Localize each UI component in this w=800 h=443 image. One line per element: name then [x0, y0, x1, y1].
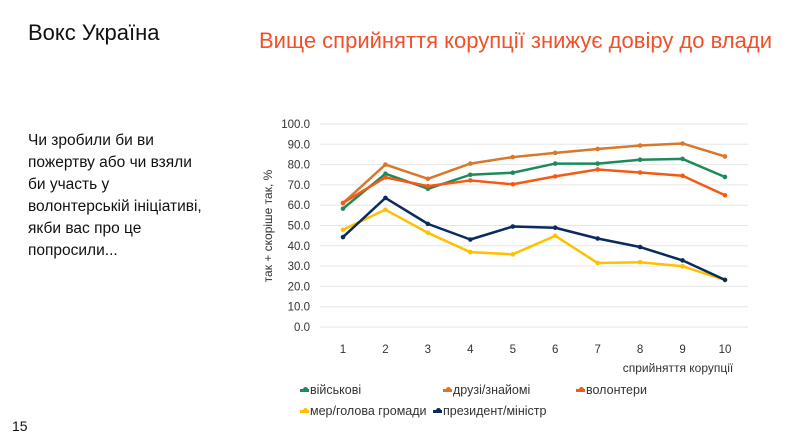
data-point — [680, 264, 685, 269]
legend-swatch — [443, 387, 452, 392]
y-tick-label: 30.0 — [288, 261, 310, 273]
data-point — [637, 244, 643, 250]
data-point — [425, 230, 431, 236]
survey-question: Чи зробили би ви пожертву або чи взяли б… — [28, 132, 202, 259]
y-tick-label: 70.0 — [288, 180, 310, 192]
x-tick-label: 5 — [510, 344, 516, 356]
brand-name: Вокс Україна — [28, 20, 160, 45]
data-point — [637, 157, 643, 163]
data-point — [595, 161, 600, 166]
y-tick-label: 80.0 — [288, 160, 310, 172]
data-point — [383, 171, 388, 177]
series-line-1 — [342, 142, 726, 205]
y-tick-label: 100.0 — [281, 119, 310, 131]
legend-item-volunteers: волонтери — [576, 383, 647, 397]
data-point — [468, 178, 473, 183]
data-point — [468, 237, 473, 242]
data-point — [383, 162, 388, 167]
data-point — [340, 206, 346, 211]
data-point — [425, 183, 431, 189]
data-point — [637, 143, 643, 148]
page-number: 15 — [12, 418, 28, 434]
y-tick-label: 60.0 — [288, 200, 310, 212]
y-tick-label: 90.0 — [288, 139, 310, 151]
x-tick-label: 6 — [552, 344, 558, 356]
data-point — [680, 156, 685, 162]
x-tick-label: 2 — [382, 344, 388, 356]
data-point — [552, 225, 558, 231]
series-line-3 — [342, 208, 726, 282]
data-point — [552, 174, 558, 179]
x-axis-label: сприйняття корупції — [623, 361, 734, 375]
data-point — [468, 172, 473, 178]
legend-label: волонтери — [586, 383, 647, 397]
legend-item-friends: друзі/знайомі — [443, 383, 530, 397]
y-tick-label: 50.0 — [288, 221, 310, 233]
y-tick-label: 40.0 — [288, 241, 310, 253]
data-point — [680, 258, 685, 263]
legend-swatch — [576, 387, 585, 392]
data-point — [468, 161, 473, 166]
data-point — [595, 236, 600, 241]
x-tick-label: 4 — [467, 344, 474, 356]
data-point — [680, 141, 685, 146]
x-tick-label: 8 — [637, 344, 643, 356]
data-point — [383, 195, 388, 201]
y-tick-label: 20.0 — [288, 281, 310, 293]
series-line-0 — [342, 157, 726, 210]
data-point — [595, 146, 600, 152]
series-line-4 — [342, 196, 726, 282]
data-point — [722, 192, 728, 198]
data-point — [595, 260, 600, 266]
legend-label: військові — [310, 383, 362, 397]
x-tick-label: 3 — [425, 344, 431, 356]
data-point — [637, 170, 643, 175]
series-line-2 — [342, 168, 726, 205]
x-tick-label: 10 — [719, 344, 732, 356]
data-point — [383, 207, 388, 212]
data-point — [722, 174, 728, 180]
legend-swatch — [300, 408, 309, 413]
data-point — [510, 181, 516, 187]
data-point — [637, 259, 643, 265]
legend-swatch — [433, 408, 442, 413]
data-point — [595, 167, 600, 172]
data-point — [425, 176, 431, 182]
legend-item-mayor: мер/голова громади — [300, 404, 427, 418]
slide-title: Вище сприйняття корупції знижує довіру д… — [259, 28, 772, 53]
data-point — [552, 150, 558, 156]
legend-item-president: президент/міністр — [433, 404, 546, 418]
legend-label: друзі/знайомі — [453, 383, 531, 397]
y-axis-label: так + скоріше так, % — [261, 169, 275, 282]
data-point — [340, 200, 346, 206]
legend-swatch — [300, 387, 309, 392]
data-point — [425, 221, 431, 227]
legend-item-military: військові — [300, 383, 361, 397]
x-tick-label: 9 — [679, 344, 685, 356]
data-point — [722, 154, 728, 159]
x-tick-label: 7 — [594, 344, 600, 356]
data-point — [510, 224, 516, 229]
data-point — [552, 161, 558, 166]
y-tick-label: 0.0 — [294, 322, 310, 334]
data-point — [510, 252, 516, 257]
legend-label: мер/голова громади — [310, 404, 427, 418]
data-point — [552, 233, 558, 239]
y-tick-label: 10.0 — [288, 302, 310, 314]
x-tick-label: 1 — [340, 344, 346, 356]
data-point — [510, 170, 516, 176]
data-point — [468, 249, 473, 255]
data-point — [383, 175, 388, 180]
data-point — [680, 173, 685, 179]
data-point — [510, 154, 516, 160]
data-point — [722, 277, 728, 283]
data-point — [340, 234, 346, 240]
data-point — [340, 227, 346, 233]
legend-label: президент/міністр — [443, 404, 547, 418]
